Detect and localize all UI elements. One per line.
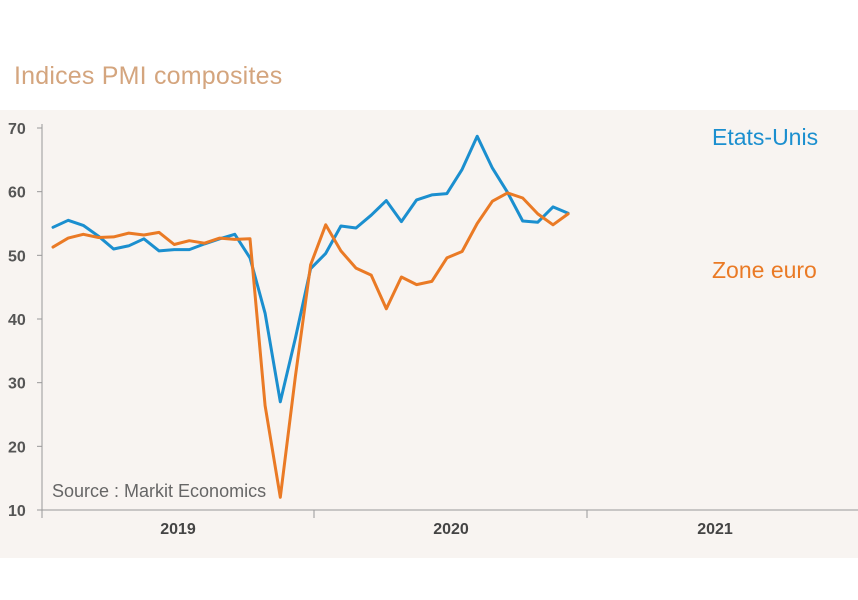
chart-title: Indices PMI composites bbox=[14, 62, 283, 90]
x-year-label-2020: 2020 bbox=[433, 521, 469, 538]
x-year-label-2021: 2021 bbox=[697, 521, 733, 538]
y-tick-label-10: 10 bbox=[8, 503, 26, 520]
series-label-etats-unis: Etats-Unis bbox=[712, 124, 818, 150]
series-line-zone-euro bbox=[51, 191, 570, 499]
y-tick-label-60: 60 bbox=[8, 185, 26, 202]
y-tick-label-50: 50 bbox=[8, 248, 26, 265]
series-lines bbox=[51, 134, 570, 499]
y-tick-label-40: 40 bbox=[8, 312, 26, 329]
y-tick-label-30: 30 bbox=[8, 376, 26, 393]
y-tick-label-20: 20 bbox=[8, 439, 26, 456]
axes: 10 20 30 40 50 60 70 2019 2020 2021 bbox=[8, 121, 858, 538]
y-tick-label-70: 70 bbox=[8, 121, 26, 138]
series-label-zone-euro: Zone euro bbox=[712, 257, 817, 283]
source-note: Source : Markit Economics bbox=[52, 481, 266, 501]
plot-background bbox=[0, 110, 858, 558]
x-year-label-2019: 2019 bbox=[160, 521, 196, 538]
